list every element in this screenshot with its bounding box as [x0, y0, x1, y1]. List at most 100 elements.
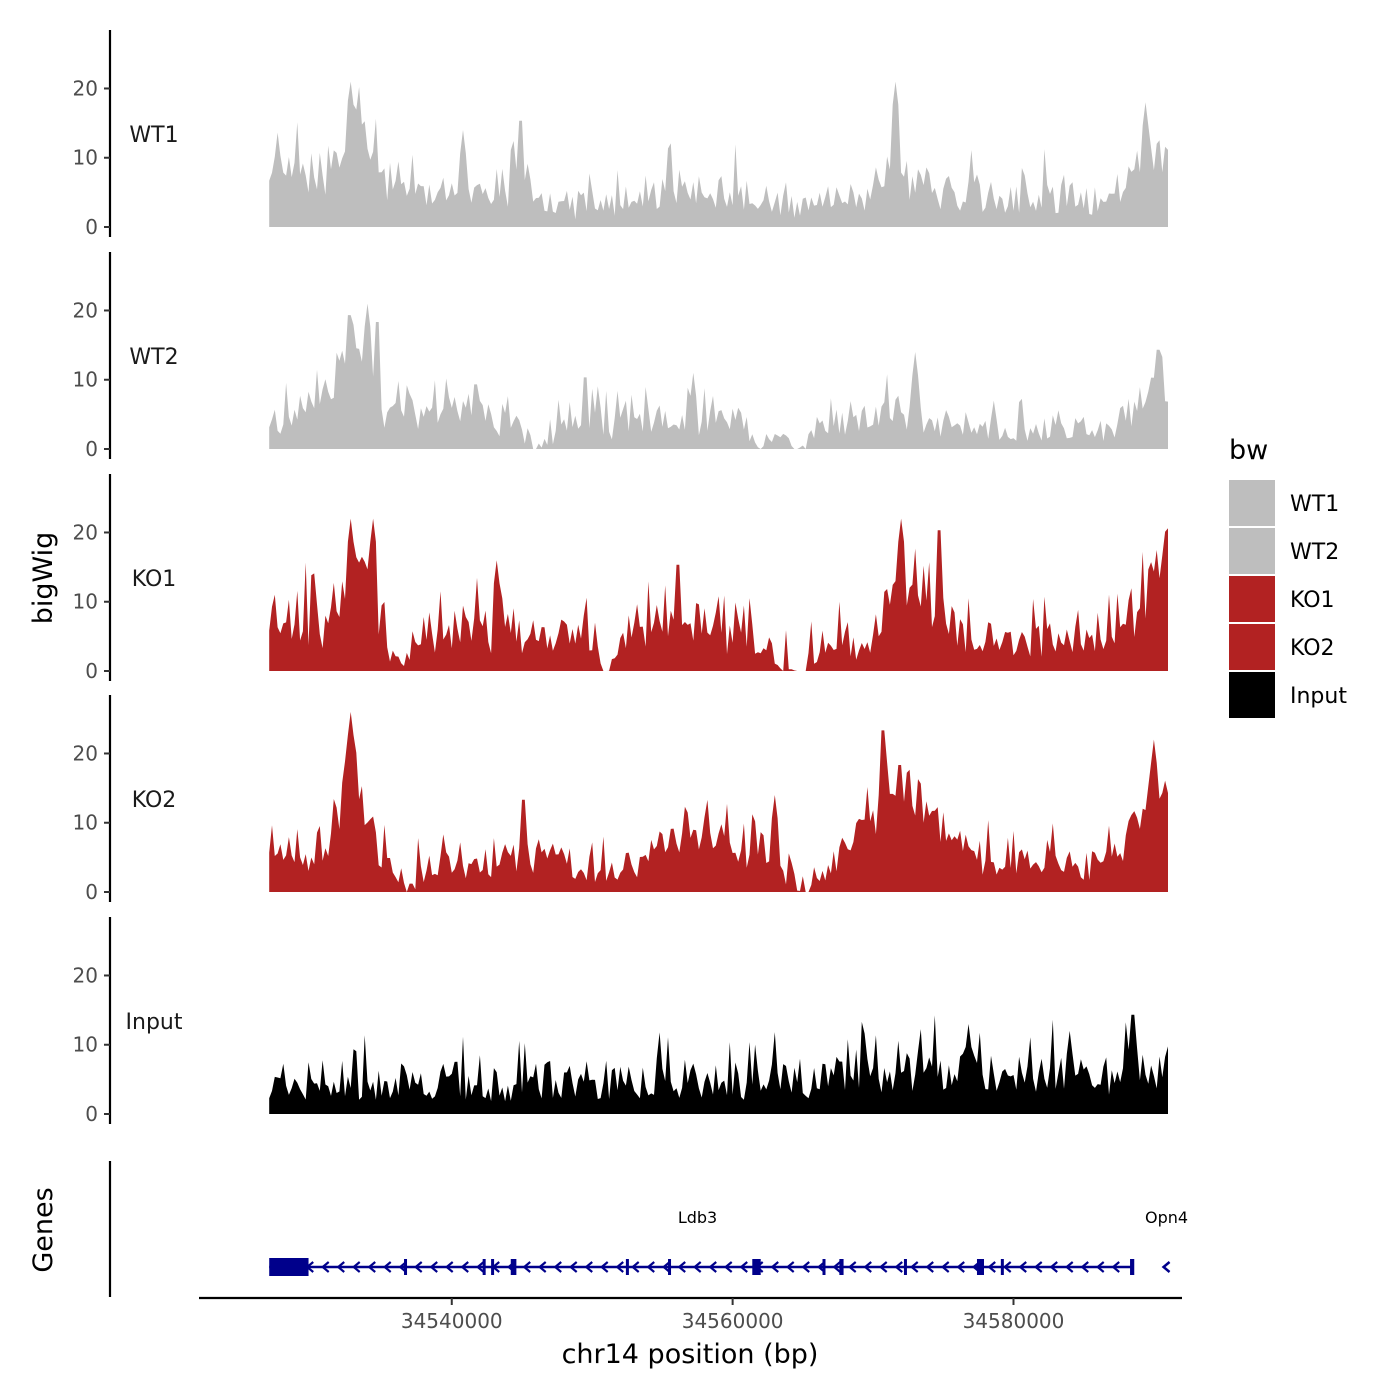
track-ko1: 0 10 20 KO1: [73, 474, 1168, 683]
strand-arrow: [801, 1261, 810, 1273]
strand-arrow: [661, 1261, 671, 1273]
strand-arrow: [956, 1261, 965, 1273]
legend-label-wt1: WT1: [1290, 492, 1339, 517]
strand-arrow: [413, 1261, 423, 1273]
gene-ldb3: Ldb3: [269, 1208, 1135, 1276]
x-axis: 34540000 34560000 34580000 chr14 position …: [199, 1296, 1182, 1370]
legend-entries: WT1 WT2 KO1 KO2 Input: [1229, 480, 1347, 718]
y-tick-label: 0: [85, 437, 98, 461]
y-tick-label: 20: [73, 520, 98, 544]
strand-arrow: [336, 1261, 345, 1273]
gene-exon: [482, 1259, 486, 1275]
strand-arrow: [599, 1261, 609, 1273]
y-tick-label: 10: [73, 1033, 98, 1057]
strand-arrow: [522, 1261, 531, 1273]
strand-arrow: [940, 1261, 950, 1273]
coverage-area-wt2: [269, 303, 1168, 449]
y-tick-label: 20: [73, 741, 98, 765]
legend: bw WT1 WT2 KO1 KO2 Input: [1229, 435, 1347, 718]
strand-arrow: [568, 1261, 578, 1273]
legend-swatch-wt2: [1229, 528, 1275, 574]
y-tick-label: 0: [85, 215, 98, 239]
legend-swatch-ko1: [1229, 576, 1275, 622]
strand-arrow: [1111, 1261, 1120, 1273]
track-wt1: 0 10 20 WT1: [73, 30, 1168, 239]
y-tick-label: 0: [85, 1102, 98, 1126]
genes-track-title: Genes: [28, 1187, 59, 1272]
strand-arrow: [351, 1261, 361, 1273]
track-input: 0 10 20 Input: [73, 917, 1168, 1126]
gene-exon: [839, 1259, 844, 1275]
gene-exon: [1000, 1259, 1004, 1275]
strand-arrow: [630, 1261, 640, 1273]
gene-exon: [668, 1259, 672, 1275]
strand-arrow: [1002, 1261, 1012, 1273]
legend-label-input: Input: [1290, 684, 1347, 709]
legend-swatch-input: [1229, 672, 1275, 718]
gene-exon: [510, 1259, 517, 1275]
coverage-area-input: [269, 1014, 1168, 1114]
legend-title: bw: [1229, 435, 1268, 466]
gene-exon: [976, 1259, 984, 1275]
y-tick-label: 0: [85, 659, 98, 683]
gene-exon: [1130, 1259, 1135, 1275]
legend-label-wt2: WT2: [1290, 540, 1339, 565]
gene-exon: [491, 1259, 495, 1275]
strand-arrow: [382, 1261, 392, 1273]
x-axis-title: chr14 position (bp): [562, 1339, 819, 1370]
y-tick-label: 10: [73, 811, 98, 835]
strand-arrow: [708, 1261, 717, 1273]
strand-arrow: [1161, 1261, 1171, 1273]
legend-swatch-ko2: [1229, 624, 1275, 670]
track-wt2: 0 10 20 WT2: [73, 252, 1168, 461]
strand-arrow: [646, 1261, 655, 1273]
strand-arrow: [723, 1261, 733, 1273]
strand-arrow: [894, 1261, 903, 1273]
track-label-wt2: WT2: [129, 345, 178, 370]
gene-features: Ldb3 Opn4: [269, 1208, 1188, 1276]
track-label-ko1: KO1: [132, 567, 177, 592]
strand-arrow: [878, 1261, 888, 1273]
y-tick-label: 10: [73, 590, 98, 614]
strand-arrow: [615, 1261, 624, 1273]
coverage-area-ko2: [269, 711, 1168, 892]
strand-arrow: [367, 1261, 376, 1273]
gene-opn4: Opn4: [1145, 1208, 1188, 1273]
strand-arrow: [553, 1261, 562, 1273]
strand-arrow: [475, 1261, 485, 1273]
gene-exon: [269, 1258, 309, 1276]
strand-arrow: [1064, 1261, 1074, 1273]
strand-arrow: [1095, 1261, 1105, 1273]
strand-arrow: [1080, 1261, 1089, 1273]
legend-label-ko1: KO1: [1290, 588, 1335, 613]
strand-arrow: [1018, 1261, 1027, 1273]
genes-track: Genes Ldb3 Opn4: [28, 1161, 1188, 1297]
strand-arrow: [444, 1261, 454, 1273]
strand-arrow: [1033, 1261, 1043, 1273]
gene-exon: [625, 1259, 629, 1275]
coverage-area-ko1: [269, 518, 1168, 671]
strand-arrow: [909, 1261, 919, 1273]
strand-arrow: [692, 1261, 702, 1273]
y-tick-label: 10: [73, 368, 98, 392]
strand-arrow: [429, 1261, 438, 1273]
gene-label-ldb3: Ldb3: [678, 1208, 717, 1227]
gene-exon: [752, 1259, 761, 1275]
y-tick-label: 20: [73, 298, 98, 322]
strand-arrow: [785, 1261, 795, 1273]
x-axis-ticks: 34540000 34560000 34580000: [401, 1298, 1064, 1333]
gene-exon: [822, 1259, 826, 1275]
y-tick-label: 0: [85, 880, 98, 904]
x-tick-label: 34540000: [401, 1309, 503, 1333]
coverage-area-wt1: [269, 81, 1168, 227]
strand-arrow: [739, 1261, 748, 1273]
track-ko2: 0 10 20 KO2: [73, 695, 1168, 904]
strand-arrow: [832, 1261, 841, 1273]
y-tick-label: 20: [73, 76, 98, 100]
strand-arrow: [460, 1261, 469, 1273]
strand-arrow: [320, 1261, 330, 1273]
y-tick-label: 10: [73, 146, 98, 170]
gene-label-opn4: Opn4: [1145, 1208, 1188, 1227]
x-tick-label: 34560000: [682, 1309, 784, 1333]
